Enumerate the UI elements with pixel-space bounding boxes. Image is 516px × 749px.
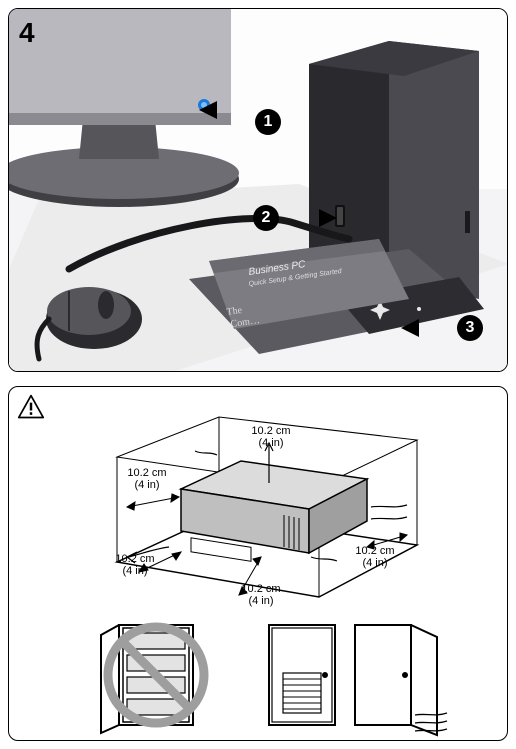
clearance-label-left: 10.2 cm(4 in) xyxy=(117,467,177,491)
warning-icon xyxy=(17,393,45,421)
cabinet-row xyxy=(9,619,508,739)
clearance-label-front: 10.2 cm(4 in) xyxy=(231,583,291,607)
callout-3: 3 xyxy=(457,315,483,341)
cabinet-open-icon xyxy=(355,625,447,735)
arrow-2 xyxy=(277,203,337,233)
step-number: 4 xyxy=(19,17,35,49)
clearance-label-frontleft: 10.2 cm(4 in) xyxy=(105,553,165,577)
clearance-label-top: 10.2 cm(4 in) xyxy=(241,425,301,449)
cabinet-vented-icon xyxy=(269,625,335,725)
arrow-3 xyxy=(401,313,461,343)
panel-step-4: 4 xyxy=(8,8,508,372)
clearance-label-right: 10.2 cm(4 in) xyxy=(345,545,405,569)
callout-1: 1 xyxy=(255,109,281,135)
panel-clearance-warning: 10.2 cm(4 in) 10.2 cm(4 in) 10.2 cm(4 in… xyxy=(8,386,508,741)
callout-2: 2 xyxy=(253,205,279,231)
svg-text:The: The xyxy=(226,305,243,318)
arrow-1 xyxy=(199,95,259,125)
